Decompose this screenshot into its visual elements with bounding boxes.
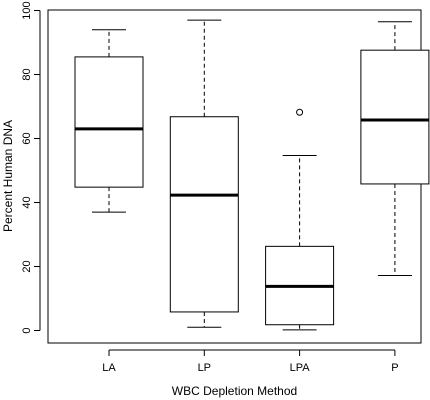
box-la — [74, 29, 144, 213]
x-tick-label: LA — [102, 362, 116, 374]
y-tick-label: 60 — [21, 132, 33, 144]
box-lp — [169, 19, 239, 328]
y-tick-label: 80 — [21, 68, 33, 80]
x-tick-label: LP — [198, 362, 211, 374]
box-lpa — [265, 108, 335, 331]
x-axis-title: WBC Depletion Method — [172, 384, 297, 398]
boxes-group — [74, 19, 430, 331]
y-tick-label: 0 — [21, 327, 33, 333]
y-axis: 0 20 40 60 80 100 — [21, 1, 41, 334]
y-tick-label: 40 — [21, 196, 33, 208]
outlier-point — [296, 108, 304, 116]
iqr-box — [360, 49, 430, 185]
x-tick-label: LPA — [290, 362, 311, 374]
x-tick-label: P — [391, 362, 398, 374]
box-p — [360, 21, 430, 276]
y-axis-title: Percent Human DNA — [1, 120, 15, 232]
y-tick-label: 20 — [21, 260, 33, 272]
y-tick-label: 100 — [21, 1, 33, 19]
iqr-box — [169, 116, 239, 313]
iqr-box — [74, 56, 144, 188]
x-axis: LA LP LPA P — [102, 349, 399, 374]
